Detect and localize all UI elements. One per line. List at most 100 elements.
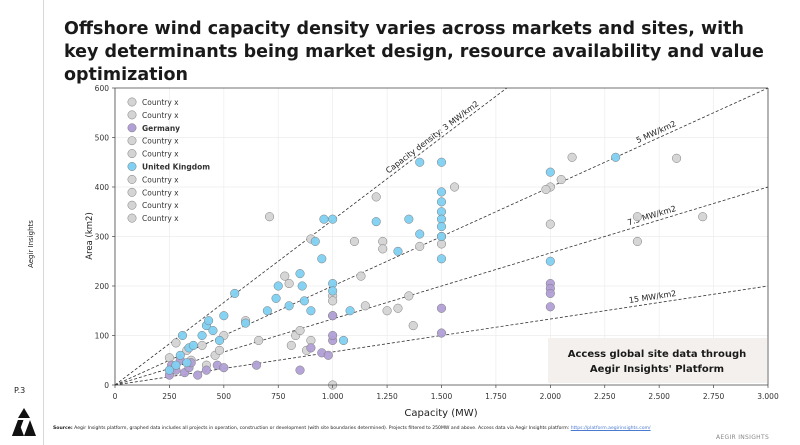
x-tick-label: 1.500 (431, 392, 453, 401)
data-point-uk (436, 157, 447, 167)
data-point-other (171, 338, 181, 348)
data-point-uk (208, 326, 218, 336)
data-point-other (328, 296, 338, 306)
data-point-uk (241, 318, 251, 328)
source-note: Source: Aegir Insights platform, graphed… (53, 426, 651, 431)
legend-marker (127, 162, 137, 171)
data-point-germany (306, 343, 316, 353)
legend-marker (127, 110, 137, 120)
data-point-uk (175, 350, 185, 360)
data-point-uk (545, 256, 555, 266)
legend-label: United Kingdom (142, 163, 210, 172)
data-point-other (360, 301, 370, 311)
x-tick-label: 2.250 (594, 392, 616, 401)
data-point-uk (262, 306, 272, 316)
legend-marker (127, 97, 137, 107)
data-point-uk (271, 293, 281, 303)
data-point-germany (436, 328, 447, 338)
source-label: Source: (53, 426, 73, 431)
data-point-uk (306, 306, 316, 316)
data-point-other (284, 278, 294, 289)
data-point-uk (436, 254, 447, 264)
legend-marker (127, 136, 137, 146)
data-point-uk (182, 358, 192, 368)
data-point-other (408, 321, 418, 331)
legend-label: Germany (142, 124, 180, 133)
data-point-uk (319, 214, 329, 224)
data-point-uk (164, 365, 174, 375)
platform-link[interactable]: https://platform.aegirinsights.com/ (570, 426, 651, 431)
data-point-other (632, 212, 642, 222)
y-tick-label: 600 (95, 84, 110, 93)
data-point-other (356, 271, 366, 281)
legend-label: Country x (142, 201, 179, 210)
data-point-uk (436, 222, 447, 232)
data-point-uk (328, 286, 338, 296)
data-point-uk (328, 214, 338, 224)
density-line (114, 186, 769, 386)
x-tick-label: 250 (162, 392, 177, 401)
data-point-uk (371, 217, 381, 227)
data-point-uk (214, 335, 225, 346)
legend-label: Country x (142, 188, 179, 197)
data-point-other (545, 219, 555, 229)
callout-box[interactable] (548, 338, 767, 383)
x-tick-label: 1.750 (485, 392, 507, 401)
data-point-uk (436, 197, 447, 207)
data-point-uk (188, 340, 198, 350)
data-point-other (541, 184, 551, 195)
data-point-uk (436, 187, 447, 197)
legend-marker (127, 149, 137, 159)
data-point-other (371, 192, 381, 202)
data-point-uk (404, 214, 414, 224)
data-point-other (698, 212, 708, 222)
data-point-germany (193, 370, 203, 380)
x-tick-label: 750 (271, 392, 286, 401)
y-tick-label: 500 (95, 134, 110, 143)
callout-line-1: Access global site data through (568, 349, 746, 360)
data-point-germany (328, 311, 338, 321)
data-point-uk (436, 231, 447, 242)
data-point-germany (219, 363, 229, 373)
legend-label: Country x (142, 98, 179, 107)
legend-marker (127, 123, 137, 133)
source-text: Aegir Insights platform, graphed data in… (74, 426, 570, 431)
data-point-uk (273, 281, 283, 291)
data-point-other (280, 271, 290, 281)
x-tick-label: 2.750 (703, 392, 725, 401)
y-tick-label: 400 (95, 183, 110, 192)
data-point-germany (295, 365, 305, 375)
data-point-other (415, 241, 425, 251)
data-point-uk (545, 167, 555, 177)
data-point-germany (251, 360, 262, 370)
footer-brand: AEGIR INSIGHTS (716, 434, 770, 441)
data-point-uk (297, 281, 307, 291)
data-point-other (349, 236, 359, 246)
y-tick-label: 300 (95, 233, 110, 242)
legend-marker (127, 174, 137, 184)
data-point-other (393, 303, 403, 313)
x-tick-label: 500 (217, 392, 232, 401)
data-point-germany (545, 302, 555, 312)
data-point-uk (230, 288, 240, 298)
data-point-other (378, 244, 388, 254)
data-point-uk (177, 330, 188, 341)
legend-label: Country x (142, 214, 179, 223)
data-point-other (286, 340, 296, 350)
legend-marker (127, 187, 137, 197)
data-point-uk (310, 236, 320, 246)
data-point-other (264, 212, 275, 222)
data-point-other (404, 291, 414, 301)
data-point-germany (328, 330, 338, 341)
data-point-uk (415, 229, 425, 239)
x-tick-label: 2.500 (648, 392, 670, 401)
data-point-uk (197, 330, 207, 341)
legend-label: Country x (142, 175, 179, 184)
x-axis-label: Capacity (MW) (404, 408, 477, 419)
y-axis-label: Area (km2) (85, 212, 95, 260)
data-point-uk (295, 269, 305, 279)
x-tick-label: 1.250 (376, 392, 398, 401)
legend-marker (127, 213, 137, 223)
